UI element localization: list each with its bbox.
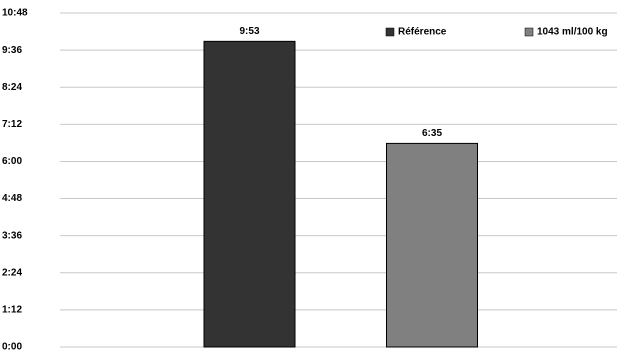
value-label: 6:35 xyxy=(422,128,442,139)
y-tick-label: 3:36 xyxy=(2,230,22,241)
y-tick-label: 7:12 xyxy=(2,119,22,130)
y-tick-label: 9:36 xyxy=(2,45,22,56)
legend-swatch xyxy=(524,27,534,37)
y-tick-label: 0:00 xyxy=(2,342,22,352)
legend-label: Référence xyxy=(398,27,447,38)
legend-swatch xyxy=(385,27,395,37)
y-tick-label: 2:24 xyxy=(2,267,22,278)
bar xyxy=(386,142,478,348)
value-label: 9:53 xyxy=(239,26,259,37)
y-tick-label: 10:48 xyxy=(2,8,28,19)
y-tick-label: 1:12 xyxy=(2,305,22,316)
y-tick-label: 4:48 xyxy=(2,193,22,204)
bar xyxy=(203,40,296,348)
legend-label: 1043 ml/100 kg xyxy=(537,27,608,38)
y-tick-label: 6:00 xyxy=(2,156,22,167)
y-tick-label: 8:24 xyxy=(2,82,22,93)
